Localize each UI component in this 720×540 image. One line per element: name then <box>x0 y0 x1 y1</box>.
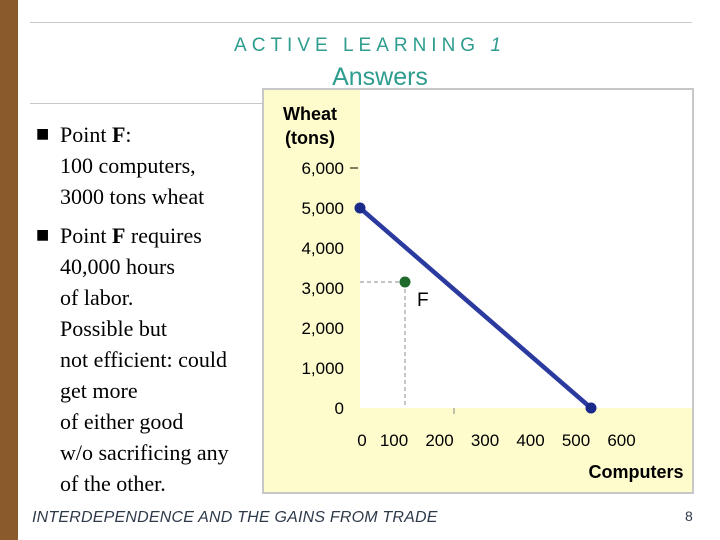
ppf-line <box>358 206 593 410</box>
y-tick-label: 2,000 <box>301 319 344 338</box>
bullet-square-icon: ■ <box>36 126 50 142</box>
y-tick-label: 4,000 <box>301 239 344 258</box>
slide-heading: ACTIVE LEARNING 1 <box>0 35 720 57</box>
point-f-marker <box>399 276 411 288</box>
y-tick-label: 3,000 <box>301 279 344 298</box>
top-divider <box>30 22 692 23</box>
bullet-line: Possible but <box>60 313 268 344</box>
ppf-endpoint-wheat <box>354 202 366 214</box>
x-axis-label: Computers <box>588 462 683 482</box>
bullet-text: 100 computers, <box>60 153 196 178</box>
bullet-line: Point F: <box>60 119 268 150</box>
y-tick-label: 6,000 <box>301 159 344 178</box>
bullet-text: get more <box>60 378 138 403</box>
bullet-line: of the other. <box>60 468 268 499</box>
plot-area <box>360 90 692 408</box>
bullet-text: Possible but <box>60 316 167 341</box>
page-number: 8 <box>685 508 693 524</box>
y-axis-label: (tons) <box>285 128 335 148</box>
bullet-line: get more <box>60 375 268 406</box>
bullet-list: ■ Point F: 100 computers, 3000 tons wheat ■ P… <box>36 119 268 507</box>
y-tick-label: 5,000 <box>301 199 344 218</box>
left-accent-bar <box>0 0 18 540</box>
bullet-line: 40,000 hours <box>60 251 268 282</box>
x-tick-label: 300 <box>471 431 499 450</box>
bullet-line: of either good <box>60 406 268 437</box>
bullet-item: ■ Point F requires 40,000 hours of labor. Po… <box>36 220 268 499</box>
bullet-text: requires <box>125 223 202 248</box>
bullet-line: not efficient: could <box>60 344 268 375</box>
bullet-square-icon: ■ <box>36 227 50 243</box>
x-tick-label: 200 <box>425 431 453 450</box>
bullet-text: Point <box>60 122 112 147</box>
bullet-item: ■ Point F: 100 computers, 3000 tons wheat <box>36 119 268 212</box>
bullet-text: of labor. <box>60 285 134 310</box>
bullet-line: of labor. <box>60 282 268 313</box>
x-tick-label: 500 <box>562 431 590 450</box>
chart-panel: 0 1,000 2,000 3,000 4,000 5,000 6,000 Wheat (ton… <box>262 88 694 494</box>
bullet-line: 3000 tons wheat <box>60 181 268 212</box>
bullet-text: of the other. <box>60 471 166 496</box>
bullet-text: w/o sacrificing any <box>60 440 229 465</box>
bullet-line: 100 computers, <box>60 150 268 181</box>
bullet-bold-text: F <box>111 223 126 248</box>
ppf-chart: 0 1,000 2,000 3,000 4,000 5,000 6,000 Wheat (ton… <box>283 90 692 482</box>
slide-footer: INTERDEPENDENCE AND THE GAINS FROM TRADE <box>32 509 438 526</box>
heading-text: ACTIVE LEARNING <box>234 35 481 56</box>
point-f-label: F <box>417 290 429 311</box>
bullet-text: Point <box>60 223 112 248</box>
bullet-text: of either good <box>60 409 184 434</box>
x-tick-label: 600 <box>607 431 635 450</box>
y-tick-label: 1,000 <box>301 359 344 378</box>
bullet-text: 40,000 hours <box>60 254 175 279</box>
x-tick-label: 100 <box>380 431 408 450</box>
heading-number: 1 <box>490 35 506 56</box>
bullet-text: 3000 tons wheat <box>60 184 205 209</box>
bullet-line: w/o sacrificing any <box>60 437 268 468</box>
bullet-bold-text: F <box>111 122 126 147</box>
x-tick-label: 0 <box>357 431 366 450</box>
bullet-line: Point F requires <box>60 220 268 251</box>
slide-subheading: Answers <box>332 63 428 91</box>
ppf-endpoint-computers <box>585 402 597 414</box>
x-tick-label: 400 <box>516 431 544 450</box>
y-axis-label: Wheat <box>283 104 337 124</box>
bullet-text: : <box>125 122 132 147</box>
bullet-text: not efficient: could <box>60 347 227 372</box>
title-divider <box>30 103 270 104</box>
y-tick-label: 0 <box>335 399 344 418</box>
